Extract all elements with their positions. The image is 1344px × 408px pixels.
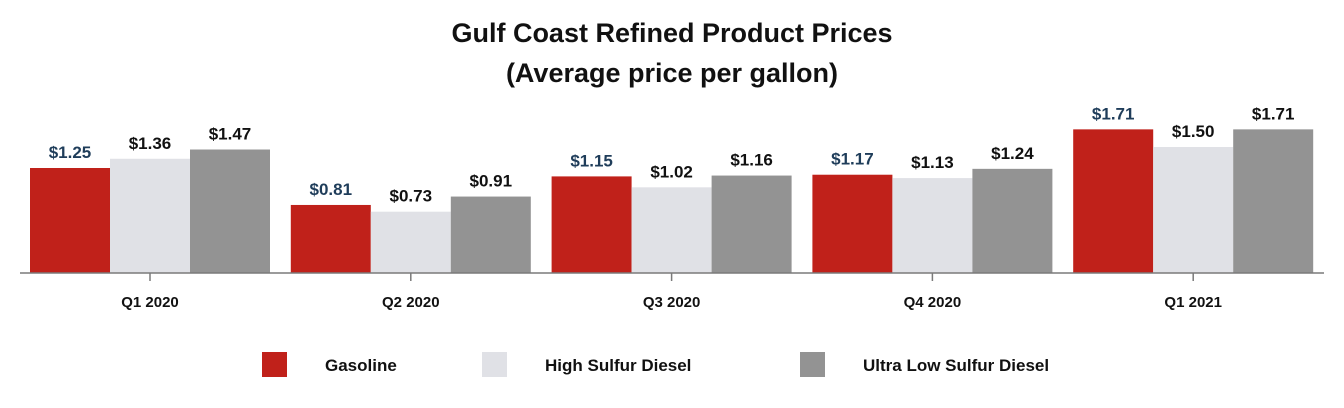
value-label-ultra-low-sulfur-diesel-q4-2020: $1.24 [991, 144, 1034, 163]
value-label-gasoline-q4-2020: $1.17 [831, 150, 874, 169]
value-label-ultra-low-sulfur-diesel-q1-2021: $1.71 [1252, 104, 1295, 123]
bar-ultra-low-sulfur-diesel-q1-2020 [190, 149, 270, 273]
bar-gasoline-q2-2020 [290, 204, 371, 273]
bar-high-sulfur-diesel-q1-2020 [110, 158, 190, 273]
x-axis-tick-labels: Q1 2020 Q2 2020 Q3 2020 Q4 2020 Q1 2021 [121, 294, 1222, 311]
chart-subtitle: (Average price per gallon) [506, 58, 838, 88]
bar-gasoline-q1-2021 [1073, 129, 1154, 273]
value-label-ultra-low-sulfur-diesel-q3-2020: $1.16 [730, 151, 773, 170]
x-tick-label-q3-2020: Q3 2020 [643, 294, 701, 311]
bars-group [30, 129, 1314, 273]
value-label-high-sulfur-diesel-q1-2021: $1.50 [1172, 122, 1215, 141]
value-label-gasoline-q2-2020: $0.81 [310, 180, 353, 199]
bar-gasoline-q3-2020 [551, 176, 632, 273]
x-tick-label-q2-2020: Q2 2020 [382, 294, 440, 311]
x-axis-ticks [149, 273, 1194, 281]
value-label-ultra-low-sulfur-diesel-q1-2020: $1.47 [209, 125, 252, 144]
bar-gasoline-q4-2020 [812, 174, 893, 273]
value-labels-group: $1.25 $1.36 $1.47 $0.81 $0.73 $0.91 $1.15 $1.02… [49, 104, 1295, 205]
bar-high-sulfur-diesel-q4-2020 [892, 178, 973, 273]
bar-ultra-low-sulfur-diesel-q2-2020 [450, 196, 531, 273]
x-tick-label-q1-2020: Q1 2020 [121, 294, 179, 311]
legend-label-ultra-low-sulfur-diesel: Ultra Low Sulfur Diesel [863, 356, 1049, 375]
bar-gasoline-q1-2020 [30, 168, 110, 273]
legend-swatch-ultra-low-sulfur-diesel [800, 352, 825, 377]
legend-label-gasoline: Gasoline [325, 356, 397, 375]
chart-title: Gulf Coast Refined Product Prices [451, 18, 892, 48]
legend: Gasoline High Sulfur Diesel Ultra Low Sulf… [262, 352, 1049, 377]
value-label-high-sulfur-diesel-q4-2020: $1.13 [911, 153, 954, 172]
x-tick-label-q4-2020: Q4 2020 [904, 294, 962, 311]
value-label-high-sulfur-diesel-q2-2020: $0.73 [390, 187, 433, 206]
bar-high-sulfur-diesel-q3-2020 [631, 187, 712, 273]
bar-ultra-low-sulfur-diesel-q3-2020 [711, 175, 792, 273]
value-label-gasoline-q1-2020: $1.25 [49, 143, 92, 162]
value-label-gasoline-q1-2021: $1.71 [1092, 104, 1135, 123]
value-label-ultra-low-sulfur-diesel-q2-2020: $0.91 [470, 172, 513, 191]
legend-swatch-gasoline [262, 352, 287, 377]
x-tick-label-q1-2021: Q1 2021 [1164, 294, 1222, 311]
bar-ultra-low-sulfur-diesel-q1-2021 [1233, 129, 1314, 273]
value-label-high-sulfur-diesel-q1-2020: $1.36 [129, 134, 172, 153]
value-label-gasoline-q3-2020: $1.15 [570, 151, 613, 170]
bar-ultra-low-sulfur-diesel-q4-2020 [972, 168, 1053, 273]
value-label-high-sulfur-diesel-q3-2020: $1.02 [650, 162, 693, 181]
bar-high-sulfur-diesel-q2-2020 [370, 211, 451, 273]
bar-high-sulfur-diesel-q1-2021 [1153, 147, 1234, 273]
legend-swatch-high-sulfur-diesel [482, 352, 507, 377]
legend-label-high-sulfur-diesel: High Sulfur Diesel [545, 356, 691, 375]
